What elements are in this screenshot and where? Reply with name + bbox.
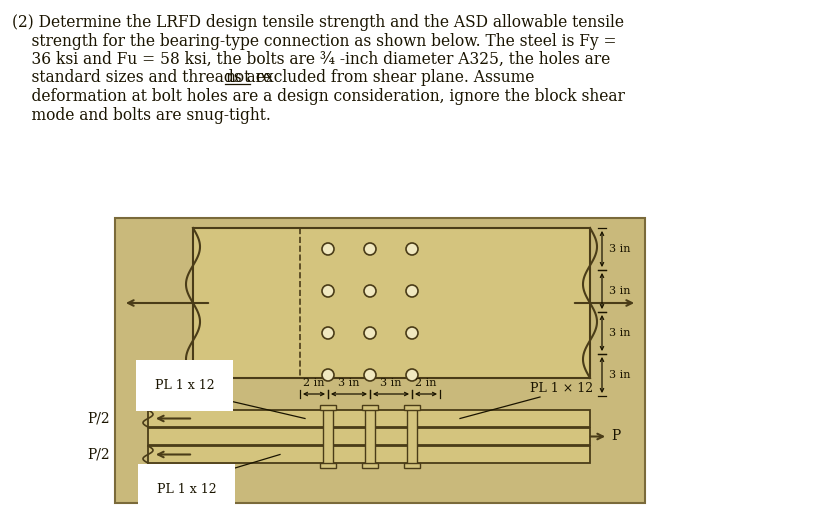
Text: not: not: [225, 70, 250, 87]
Text: PL 1 x 12: PL 1 x 12: [157, 483, 217, 496]
Text: standard sizes and threads are: standard sizes and threads are: [12, 70, 277, 87]
Bar: [365, 409, 375, 464]
Text: mode and bolts are snug-tight.: mode and bolts are snug-tight.: [12, 107, 271, 124]
Text: PL 1 x 12: PL 1 x 12: [155, 379, 214, 392]
Bar: [362, 405, 378, 410]
Circle shape: [406, 369, 418, 381]
Text: 2 in: 2 in: [303, 378, 325, 388]
Text: 3 in: 3 in: [609, 328, 631, 338]
Circle shape: [364, 285, 376, 297]
Text: P/2: P/2: [87, 411, 110, 425]
Circle shape: [406, 285, 418, 297]
Text: strength for the bearing-type connection as shown below. The steel is Fy =: strength for the bearing-type connection…: [12, 32, 617, 49]
Text: deformation at bolt holes are a design consideration, ignore the block shear: deformation at bolt holes are a design c…: [12, 88, 625, 105]
Circle shape: [322, 285, 334, 297]
Text: excluded from shear plane. Assume: excluded from shear plane. Assume: [251, 70, 534, 87]
Circle shape: [406, 243, 418, 255]
Bar: [404, 463, 420, 468]
Bar: [320, 463, 336, 468]
Circle shape: [322, 243, 334, 255]
Text: 2 in: 2 in: [415, 378, 437, 388]
Text: (2) Determine the LRFD design tensile strength and the ASD allowable tensile: (2) Determine the LRFD design tensile st…: [12, 14, 624, 31]
Bar: [148, 446, 590, 463]
Bar: [148, 410, 590, 427]
Text: 3 in: 3 in: [380, 378, 401, 388]
Bar: [193, 228, 590, 378]
Bar: [320, 405, 336, 410]
Bar: [148, 428, 590, 445]
Bar: [404, 405, 420, 410]
Circle shape: [364, 327, 376, 339]
Bar: [323, 409, 333, 464]
Text: 36 ksi and Fu = 58 ksi, the bolts are ¾ -inch diameter A325, the holes are: 36 ksi and Fu = 58 ksi, the bolts are ¾ …: [12, 51, 610, 68]
Bar: [407, 409, 417, 464]
Text: PL 1 × 12: PL 1 × 12: [530, 382, 593, 395]
Text: 3 in: 3 in: [609, 286, 631, 296]
Circle shape: [364, 243, 376, 255]
Bar: [115, 218, 645, 503]
Circle shape: [322, 327, 334, 339]
Text: P: P: [611, 430, 620, 443]
Text: 3 in: 3 in: [609, 370, 631, 380]
Circle shape: [322, 369, 334, 381]
Text: 3 in: 3 in: [338, 378, 360, 388]
Text: 3 in: 3 in: [609, 244, 631, 254]
Bar: [362, 463, 378, 468]
Circle shape: [364, 369, 376, 381]
Text: P/2: P/2: [87, 448, 110, 461]
Circle shape: [406, 327, 418, 339]
